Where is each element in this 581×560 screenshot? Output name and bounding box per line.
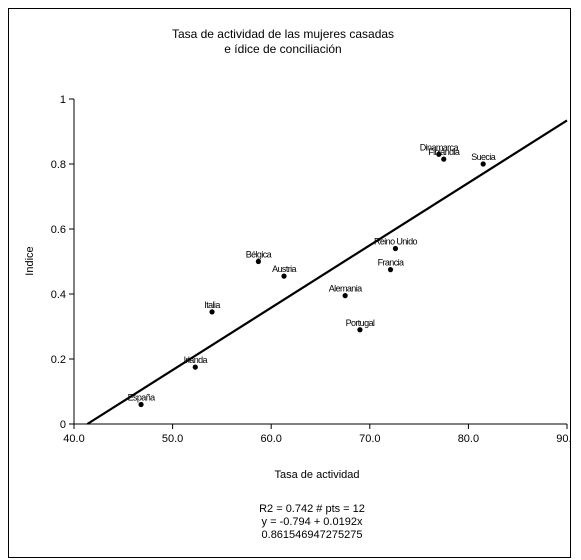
data-point	[357, 327, 363, 333]
point-label: España	[128, 393, 156, 403]
x-tick-label: 70.0	[359, 433, 380, 445]
data-point	[387, 267, 394, 273]
data-point	[138, 401, 144, 408]
point-label: Reino Unido	[374, 237, 418, 247]
point-label: Italia	[204, 300, 220, 310]
point-label: Francia	[378, 258, 404, 268]
point-label: Portugal	[346, 318, 375, 328]
point-label: Austria	[272, 264, 296, 274]
data-point	[281, 273, 287, 279]
data-point	[480, 161, 486, 167]
x-tick-label: 60.0	[260, 433, 281, 445]
y-tick-label: 0.8	[51, 159, 66, 171]
chart-frame: Tasa de actividad de las mujeres casadas…	[8, 8, 572, 558]
y-axis-label: Indice	[24, 246, 36, 275]
data-point	[441, 156, 447, 162]
point-label: Dinamarca	[420, 142, 459, 152]
y-tick-label: 0.4	[51, 289, 66, 301]
point-label: Bélgica	[246, 250, 272, 260]
scatter-chart: Tasa de actividad de las mujeres casadas…	[24, 27, 572, 541]
y-axis-ticks: 0 0.2 0.4 0.6 0.8 1	[51, 94, 74, 431]
y-tick-label: 0.2	[51, 354, 66, 366]
data-point	[209, 309, 215, 315]
chart-title-line-2: e ídice de conciliación	[224, 42, 341, 56]
data-point	[392, 245, 399, 252]
data-point	[342, 293, 348, 299]
x-tick-label: 50.0	[162, 433, 183, 445]
regression-line	[86, 119, 568, 425]
point-label: Finlandia	[428, 147, 460, 157]
stats-value-line: 0.861546947275275	[262, 529, 363, 541]
data-point	[436, 151, 442, 157]
x-axis-ticks: 40.0 50.0 60.0 70.0 80.0 90.0	[63, 424, 572, 445]
x-axis-label: Tasa de actividad	[275, 469, 360, 481]
x-tick-label: 90.0	[556, 433, 572, 445]
point-label: Suecia	[471, 152, 496, 162]
y-tick-label: 1	[60, 94, 66, 106]
x-tick-label: 40.0	[63, 433, 84, 445]
stats-r2-line: R2 = 0.742 # pts = 12	[259, 503, 365, 515]
chart-title-line-1: Tasa de actividad de las mujeres casadas	[172, 27, 394, 41]
y-tick-label: 0	[60, 419, 66, 431]
y-tick-label: 0.6	[51, 224, 66, 236]
point-label: Irlanda	[184, 355, 208, 365]
data-point	[192, 364, 198, 370]
x-tick-label: 80.0	[458, 433, 479, 445]
data-point	[255, 258, 261, 265]
stats-equation-line: y = -0.794 + 0.0192x	[262, 516, 363, 528]
point-label: Alemania	[329, 284, 362, 294]
